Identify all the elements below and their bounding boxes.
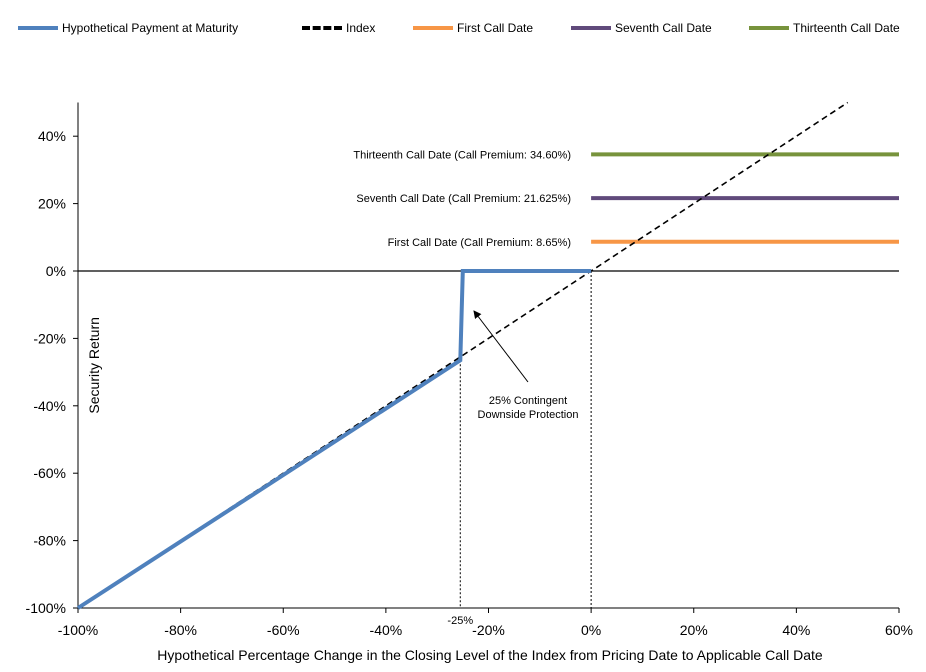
y-tick-label: -80% <box>33 533 66 549</box>
chart-legend: Hypothetical Payment at Maturity Index F… <box>0 18 926 38</box>
legend-item-seventh-call: Seventh Call Date <box>571 18 712 38</box>
legend-item-payment: Hypothetical Payment at Maturity <box>18 18 238 38</box>
x-tick-label: -60% <box>267 622 300 638</box>
x-tick-label: -80% <box>164 622 197 638</box>
legend-swatch-thirteenth-call <box>749 26 789 30</box>
x-tick-label: 40% <box>782 622 810 638</box>
y-tick-label: 20% <box>38 196 66 212</box>
x-axis-title: Hypothetical Percentage Change in the Cl… <box>157 647 823 663</box>
legend-swatch-payment <box>18 26 58 30</box>
y-tick-label: -100% <box>26 600 66 616</box>
legend-item-first-call: First Call Date <box>413 18 533 38</box>
x-tick-label: 0% <box>581 622 601 638</box>
legend-label-index: Index <box>346 21 376 35</box>
legend-swatch-index <box>302 26 342 30</box>
y-tick-label: -60% <box>33 465 66 481</box>
legend-swatch-first-call <box>413 26 453 30</box>
legend-item-index: Index <box>302 18 375 38</box>
legend-label-first-call: First Call Date <box>457 21 534 35</box>
y-tick-label: -40% <box>33 398 66 414</box>
legend-label-seventh-call: Seventh Call Date <box>615 21 712 35</box>
legend-item-thirteenth-call: Thirteenth Call Date <box>749 18 900 38</box>
barrier-label: -25% <box>447 615 473 627</box>
y-tick-label: -20% <box>33 330 66 346</box>
y-tick-label: 40% <box>38 128 66 144</box>
x-tick-label: -100% <box>58 622 98 638</box>
protection-label-line1: 25% Contingent <box>489 395 567 407</box>
x-tick-label: -40% <box>370 622 403 638</box>
seventh-call-annotation: Seventh Call Date (Call Premium: 21.625%… <box>356 193 571 205</box>
first-call-annotation: First Call Date (Call Premium: 8.65%) <box>388 237 571 249</box>
legend-label-payment: Hypothetical Payment at Maturity <box>62 21 239 35</box>
protection-label-line2: Downside Protection <box>478 409 579 421</box>
thirteenth-call-annotation: Thirteenth Call Date (Call Premium: 34.6… <box>353 149 571 161</box>
protection-arrow <box>473 310 529 383</box>
legend-swatch-seventh-call <box>571 26 611 30</box>
legend-label-thirteenth-call: Thirteenth Call Date <box>793 21 900 35</box>
x-tick-label: -20% <box>472 622 505 638</box>
y-axis-title: Security Return <box>86 317 102 413</box>
x-tick-label: 60% <box>885 622 913 638</box>
series-line-hypothetical-payment-at-maturity <box>76 269 592 610</box>
x-tick-label: 20% <box>680 622 708 638</box>
y-tick-label: 0% <box>46 263 66 279</box>
